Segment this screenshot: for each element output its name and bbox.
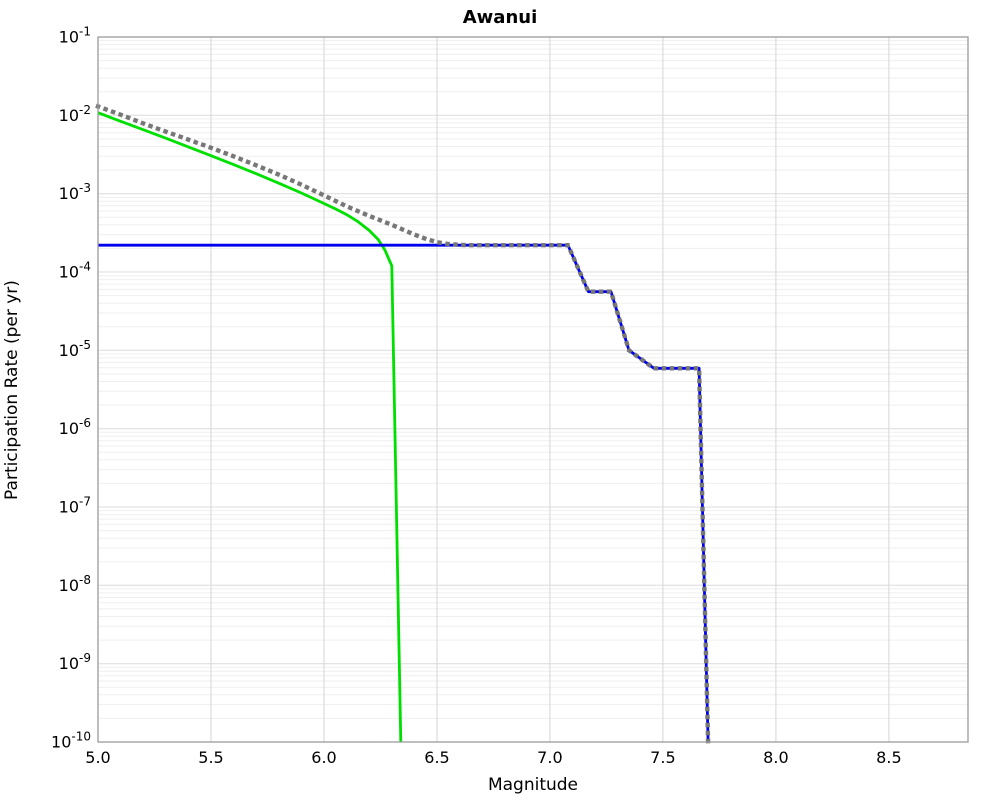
y-tick-label: 10-1 bbox=[59, 25, 91, 47]
x-tick-label: 7.5 bbox=[650, 748, 675, 767]
x-tick-label: 7.0 bbox=[537, 748, 562, 767]
y-tick-label: 10-2 bbox=[59, 103, 91, 125]
series-green-solid bbox=[97, 111, 403, 743]
chart-title: Awanui bbox=[463, 7, 538, 28]
y-axis-label: Participation Rate (per yr) bbox=[2, 280, 22, 500]
plot-frame bbox=[97, 36, 969, 743]
y-tick-label: 10-6 bbox=[59, 416, 91, 438]
x-tick-label: 8.0 bbox=[763, 748, 788, 767]
y-tick-label: 10-10 bbox=[51, 730, 91, 752]
y-tick-labels: 10-1 10-2 10-3 10-4 10-5 10-6 10-7 10-8 10-9 10-1… bbox=[51, 25, 91, 752]
y-tick-label: 10-9 bbox=[59, 651, 91, 673]
x-axis-label: Magnitude bbox=[488, 775, 578, 795]
x-tick-labels: 5.0 5.5 6.0 6.5 7.0 7.5 8.0 8.5 bbox=[85, 748, 901, 767]
y-tick-label: 10-4 bbox=[59, 260, 91, 282]
series-layer bbox=[95, 103, 711, 745]
plot-border bbox=[97, 36, 969, 743]
series-gray-dotted bbox=[95, 103, 711, 745]
y-tick-label: 10-5 bbox=[59, 338, 91, 360]
x-tick-label: 6.0 bbox=[311, 748, 336, 767]
y-tick-label: 10-8 bbox=[59, 573, 91, 595]
x-tick-label: 5.5 bbox=[198, 748, 223, 767]
x-tick-label: 5.0 bbox=[85, 748, 110, 767]
x-tick-label: 8.5 bbox=[876, 748, 901, 767]
gridlines-layer bbox=[97, 36, 968, 743]
y-tick-label: 10-7 bbox=[59, 495, 91, 517]
y-tick-label: 10-3 bbox=[59, 181, 91, 203]
x-tick-label: 6.5 bbox=[424, 748, 449, 767]
